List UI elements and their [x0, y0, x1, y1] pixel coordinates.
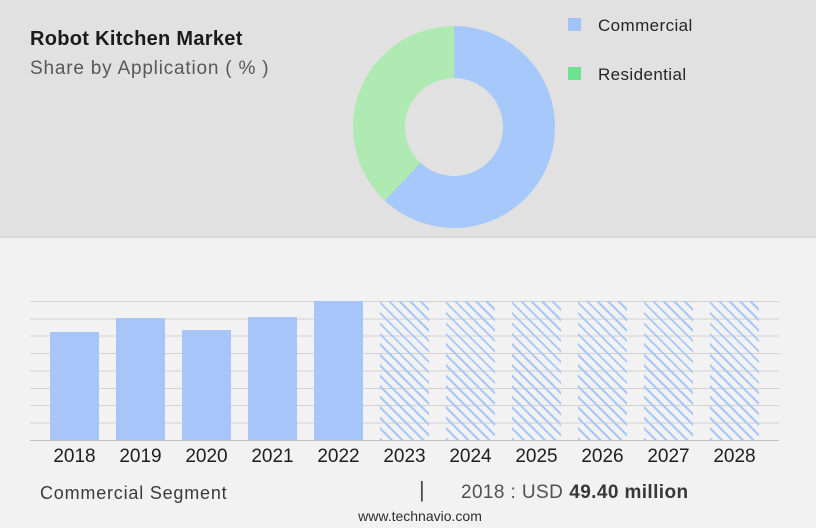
bar-2019 — [116, 317, 165, 440]
legend-item-residential: Residential — [568, 65, 687, 85]
bar-chart-plot-area — [30, 301, 779, 441]
bar-2022 — [314, 301, 363, 440]
x-axis-label-2028: 2028 — [713, 446, 756, 467]
x-axis-label-2026: 2026 — [581, 446, 624, 467]
donut-chart — [353, 26, 555, 228]
x-axis-label-2021: 2021 — [251, 446, 294, 467]
legend-item-commercial: Commercial — [568, 16, 693, 36]
x-axis-label-2019: 2019 — [119, 446, 162, 467]
bar-2024 — [446, 301, 495, 440]
page-title: Robot Kitchen Market — [30, 28, 243, 50]
x-axis-label-2022: 2022 — [317, 446, 360, 467]
x-axis-label-2018: 2018 — [53, 446, 96, 467]
commercial-swatch-icon — [568, 18, 581, 31]
bar-2028 — [710, 301, 759, 440]
bar-2026 — [578, 301, 627, 440]
bar-2025 — [512, 301, 561, 440]
x-axis-label-2024: 2024 — [449, 446, 492, 467]
segment-caption: Commercial Segment — [40, 483, 228, 503]
donut-hole — [405, 78, 503, 176]
bar-2027 — [644, 301, 693, 440]
x-axis-label-2023: 2023 — [383, 446, 426, 467]
bar-2023 — [380, 301, 429, 440]
bar-2021 — [248, 317, 297, 440]
header-band: Robot Kitchen Market Share by Applicatio… — [0, 0, 816, 238]
caption-divider: | — [419, 477, 425, 502]
x-axis-labels: 2018 2019 2020 2021 2022 2023 2024 2025 2026 2027… — [30, 446, 779, 468]
page-subtitle: Share by Application ( % ) — [30, 58, 270, 79]
stat-prefix: 2018 : USD — [461, 482, 564, 503]
residential-swatch-icon — [568, 67, 581, 80]
bar-2020 — [182, 330, 231, 440]
x-axis-label-2020: 2020 — [185, 446, 228, 467]
legend-label-commercial: Commercial — [598, 16, 693, 35]
bar-2018 — [50, 332, 99, 440]
x-axis-label-2027: 2027 — [647, 446, 690, 467]
stat-line: 2018 : USD 49.40 million — [461, 482, 688, 504]
stat-value: 49.40 million — [569, 482, 689, 503]
legend-label-residential: Residential — [598, 65, 687, 84]
website-url: www.technavio.com — [358, 508, 482, 524]
x-axis-label-2025: 2025 — [515, 446, 558, 467]
